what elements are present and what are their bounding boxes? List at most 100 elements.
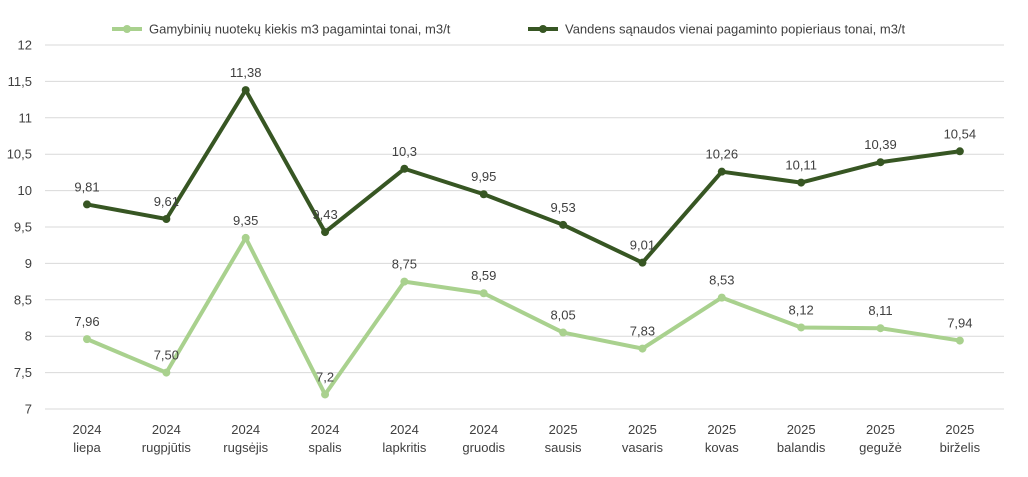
- x-tick-month: kovas: [705, 440, 739, 455]
- y-tick-label: 12: [18, 38, 32, 53]
- x-tick-label: 2025 gegužė: [859, 422, 902, 455]
- x-axis-ticks: 2024 liepa 2024 rugpjūtis 2024 rugsėjis 2024 sp…: [73, 422, 981, 455]
- y-tick-label: 8,5: [14, 292, 32, 307]
- x-tick-year: 2024: [390, 422, 419, 437]
- data-label: 9,53: [550, 200, 575, 215]
- x-tick-label: 2025 vasaris: [622, 422, 664, 455]
- data-label: 7,96: [74, 314, 99, 329]
- data-label: 9,43: [312, 207, 337, 222]
- data-point: [717, 167, 726, 176]
- data-point: [559, 220, 568, 229]
- data-label: 8,05: [550, 308, 575, 323]
- x-tick-month: lapkritis: [382, 440, 427, 455]
- legend: Gamybinių nuotekų kiekis m3 pagamintai t…: [112, 22, 906, 37]
- y-tick-label: 10,5: [7, 147, 32, 162]
- x-tick-year: 2025: [707, 422, 736, 437]
- x-tick-month: spalis: [308, 440, 342, 455]
- gridlines: [45, 44, 1004, 410]
- x-tick-month: rugsėjis: [223, 440, 268, 455]
- data-point: [83, 200, 91, 209]
- data-label: 8,53: [709, 273, 734, 288]
- data-point: [321, 390, 330, 399]
- data-label: 8,59: [471, 268, 496, 283]
- data-label: 10,39: [864, 137, 897, 152]
- y-tick-label: 7,5: [14, 365, 32, 380]
- x-tick-year: 2025: [787, 422, 816, 437]
- data-label: 9,61: [154, 194, 179, 209]
- data-point: [955, 147, 964, 156]
- data-label: 7,83: [630, 324, 655, 339]
- data-point: [559, 328, 568, 337]
- x-tick-month: balandis: [777, 440, 826, 455]
- series-2: [83, 86, 964, 267]
- legend-label: Gamybinių nuotekų kiekis m3 pagamintai t…: [149, 22, 451, 37]
- data-label: 8,12: [788, 302, 813, 317]
- x-tick-year: 2024: [152, 422, 181, 437]
- data-label: 7,50: [154, 348, 179, 363]
- data-point: [876, 158, 885, 167]
- x-tick-label: 2024 gruodis: [462, 422, 505, 455]
- data-label: 10,11: [785, 158, 817, 173]
- data-point: [876, 324, 885, 333]
- y-tick-label: 8: [25, 329, 32, 344]
- x-tick-month: birželis: [940, 440, 981, 455]
- data-point: [241, 233, 250, 242]
- data-label: 9,01: [630, 238, 655, 253]
- data-point: [83, 335, 91, 344]
- x-tick-label: 2024 liepa: [73, 422, 102, 455]
- data-label: 10,54: [944, 126, 977, 141]
- y-axis-ticks: 7 7,5 8 8,5 9 9,5 10 10,5 11 11,5 12: [7, 38, 32, 417]
- data-point: [479, 289, 488, 298]
- data-point: [162, 368, 171, 377]
- data-point: [797, 178, 806, 187]
- data-label: 8,75: [392, 257, 417, 272]
- y-tick-label: 9: [25, 256, 32, 271]
- x-tick-label: 2024 rugpjūtis: [142, 422, 192, 455]
- y-tick-label: 11,5: [8, 74, 32, 89]
- series-1: [83, 233, 964, 399]
- x-tick-year: 2024: [311, 422, 340, 437]
- data-label: 7,94: [947, 316, 972, 331]
- x-tick-year: 2025: [866, 422, 895, 437]
- x-tick-label: 2025 balandis: [777, 422, 826, 455]
- legend-item: Vandens sąnaudos vienai pagaminto popier…: [528, 22, 906, 37]
- data-point: [321, 228, 330, 237]
- x-tick-year: 2025: [628, 422, 657, 437]
- data-label: 8,11: [868, 303, 892, 318]
- legend-swatch-marker: [123, 25, 131, 33]
- legend-label: Vandens sąnaudos vienai pagaminto popier…: [565, 22, 906, 37]
- x-tick-month: sausis: [545, 440, 582, 455]
- x-tick-year: 2024: [231, 422, 260, 437]
- x-tick-label: 2024 rugsėjis: [223, 422, 268, 455]
- data-label: 11,38: [230, 65, 262, 80]
- x-tick-year: 2025: [549, 422, 578, 437]
- x-tick-month: gegužė: [859, 440, 902, 455]
- x-tick-month: rugpjūtis: [142, 440, 192, 455]
- data-point: [797, 323, 806, 332]
- x-tick-label: 2024 lapkritis: [382, 422, 427, 455]
- data-label: 7,2: [316, 369, 334, 384]
- x-tick-label: 2025 birželis: [940, 422, 981, 455]
- x-tick-month: liepa: [73, 440, 101, 455]
- data-point: [955, 336, 964, 345]
- x-tick-year: 2025: [945, 422, 974, 437]
- y-tick-label: 7: [25, 402, 32, 417]
- data-point: [400, 277, 409, 286]
- y-tick-label: 11: [19, 110, 33, 125]
- series-line: [85, 235, 962, 397]
- x-tick-label: 2025 kovas: [705, 422, 739, 455]
- data-label: 10,3: [392, 144, 417, 159]
- data-label: 10,26: [706, 147, 739, 162]
- y-tick-label: 9,5: [14, 220, 32, 235]
- data-point: [638, 258, 647, 267]
- series-line: [85, 88, 962, 265]
- data-point: [400, 164, 409, 173]
- x-tick-year: 2024: [73, 422, 102, 437]
- data-label: 9,95: [471, 169, 496, 184]
- series: [83, 86, 964, 399]
- x-tick-month: vasaris: [622, 440, 664, 455]
- x-tick-label: 2025 sausis: [545, 422, 582, 455]
- x-tick-label: 2024 spalis: [308, 422, 342, 455]
